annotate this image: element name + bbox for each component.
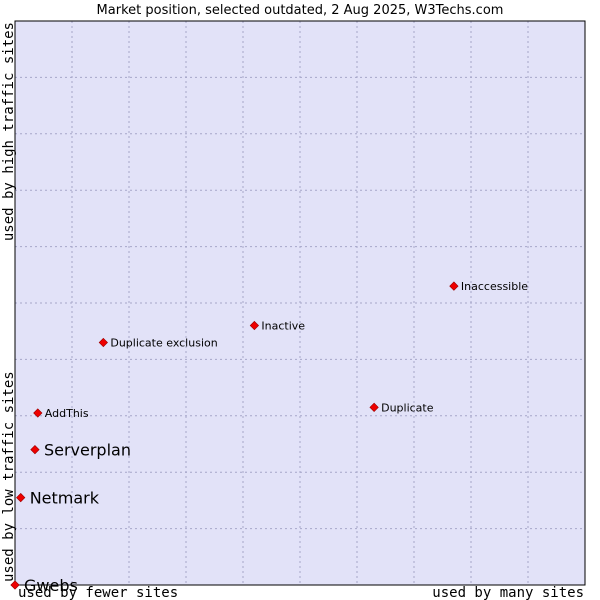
point-label-inactive: Inactive: [261, 320, 305, 333]
point-marker-inactive: [249, 320, 260, 331]
point-label-duplicate: Duplicate: [381, 401, 434, 414]
point-marker-duplicate: [369, 402, 379, 412]
point-marker-addthis: [33, 408, 43, 418]
plot-frame: [14, 20, 586, 586]
y-axis-label-top: used by high traffic sites: [1, 22, 17, 241]
point-marker-gwebs: [10, 580, 20, 590]
x-axis-label-right: used by many sites: [432, 585, 584, 600]
point-label-duplicate-exclusion: Duplicate exclusion: [110, 336, 217, 349]
x-axis-label-left: used by fewer sites: [18, 585, 178, 600]
point-marker-netmark: [16, 492, 26, 503]
point-marker-duplicate-exclusion: [98, 337, 108, 348]
point-marker-inaccessible: [449, 281, 459, 291]
y-axis-label-bottom: used by low traffic sites: [1, 371, 17, 582]
point-label-addthis: AddThis: [45, 407, 89, 420]
grid-lines: [15, 21, 585, 585]
point-marker-serverplan: [30, 445, 40, 455]
point-label-inaccessible: Inaccessible: [461, 280, 528, 293]
data-points: Gwebs Netmark Serverplan AddThis Duplicate e…: [10, 280, 528, 595]
point-label-netmark: Netmark: [30, 489, 100, 508]
point-label-serverplan: Serverplan: [44, 441, 131, 460]
point-label-gwebs: Gwebs: [24, 576, 78, 595]
chart-title: Market position, selected outdated, 2 Au…: [97, 3, 504, 18]
